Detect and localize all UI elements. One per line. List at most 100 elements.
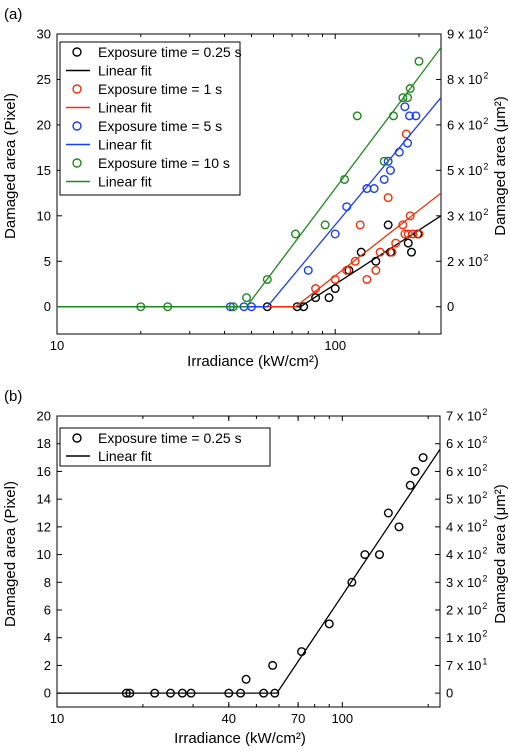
panel-b-y2label: Damaged area (μm²) bbox=[492, 484, 509, 624]
data-point-series-1 bbox=[391, 238, 401, 248]
data-point-series-0 bbox=[177, 688, 187, 698]
data-point-series-2 bbox=[405, 111, 415, 121]
y-tick-label: 0 bbox=[44, 299, 51, 314]
panel-b-ylabel: Damaged area (Pixel) bbox=[2, 481, 19, 627]
y2-tick-label: 3 x 10 bbox=[446, 575, 481, 590]
data-point-series-3 bbox=[242, 293, 252, 303]
data-point-series-0 bbox=[150, 688, 160, 698]
data-point-series-3 bbox=[403, 93, 413, 103]
data-point-series-1 bbox=[342, 265, 352, 275]
data-point-series-1 bbox=[414, 229, 424, 239]
legend-label: Linear fit bbox=[98, 100, 152, 116]
y-tick-label: 5 bbox=[44, 254, 51, 269]
y2-tick-exponent: 2 bbox=[483, 207, 488, 217]
legend-label: Linear fit bbox=[98, 448, 152, 464]
y2-tick-label: 4 x 10 bbox=[446, 519, 481, 534]
x-tick-label: 70 bbox=[291, 711, 305, 726]
legend-label: Exposure time = 1 s bbox=[98, 81, 222, 97]
data-point-series-0 bbox=[383, 508, 393, 518]
legend-label: Linear fit bbox=[98, 137, 152, 153]
plot-frame bbox=[56, 33, 442, 335]
y-tick-label: 6 bbox=[44, 603, 51, 618]
panel-b-label: (b) bbox=[4, 388, 22, 405]
y2-tick-exponent: 2 bbox=[482, 629, 487, 639]
data-point-series-1 bbox=[398, 220, 408, 230]
data-point-series-0 bbox=[236, 688, 246, 698]
data-point-series-3 bbox=[389, 111, 399, 121]
data-point-series-0 bbox=[270, 688, 280, 698]
data-point-series-3 bbox=[228, 302, 238, 312]
data-point-series-0 bbox=[125, 688, 135, 698]
y2-tick-label: 2 x 10 bbox=[446, 603, 481, 618]
data-point-series-0 bbox=[360, 550, 370, 560]
x-tick-label: 10 bbox=[50, 711, 64, 726]
data-point-series-1 bbox=[362, 274, 372, 284]
data-point-series-0 bbox=[224, 688, 234, 698]
y2-tick-exponent: 2 bbox=[482, 490, 487, 500]
legend-label: Exposure time = 5 s bbox=[98, 118, 222, 134]
panel-b-xlabel: Irradiance (kW/cm²) bbox=[174, 730, 306, 747]
fit-line-series-0 bbox=[57, 215, 441, 308]
data-point-series-1 bbox=[355, 220, 365, 230]
data-point-series-2 bbox=[385, 165, 395, 175]
data-point-series-0 bbox=[297, 647, 307, 657]
panel-a-ylabel: Damaged area (Pixel) bbox=[2, 93, 19, 239]
data-point-series-0 bbox=[324, 619, 334, 629]
fit-line-series-0 bbox=[57, 448, 440, 694]
data-point-series-2 bbox=[403, 138, 413, 148]
y2-tick-exponent: 2 bbox=[482, 435, 487, 445]
data-point-series-2 bbox=[400, 102, 410, 112]
data-point-series-3 bbox=[414, 56, 424, 66]
data-point-series-0 bbox=[166, 688, 176, 698]
data-point-series-2 bbox=[330, 229, 340, 239]
y2-tick-label: 7 x 10 bbox=[446, 409, 481, 424]
data-point-series-2 bbox=[342, 202, 352, 212]
y-tick-label: 2 bbox=[44, 658, 51, 673]
data-point-series-3 bbox=[379, 156, 389, 166]
panel-a-y2label: Damaged area (μm²) bbox=[492, 96, 509, 236]
data-point-series-0 bbox=[311, 293, 321, 303]
fit-line-series-3 bbox=[57, 47, 441, 308]
panel-a-label: (a) bbox=[4, 6, 22, 23]
y-tick-label: 18 bbox=[37, 436, 51, 451]
data-point-series-2 bbox=[394, 147, 404, 157]
data-point-series-3 bbox=[352, 111, 362, 121]
data-point-series-0 bbox=[406, 247, 416, 257]
data-point-series-2 bbox=[303, 265, 313, 275]
legend-marker bbox=[72, 158, 82, 168]
y-tick-label: 10 bbox=[37, 547, 51, 562]
y2-tick-exponent: 2 bbox=[483, 161, 488, 171]
y-tick-label: 0 bbox=[44, 686, 51, 701]
data-point-series-0 bbox=[241, 674, 251, 684]
y2-tick-exponent: 2 bbox=[482, 407, 487, 417]
data-point-series-1 bbox=[311, 284, 321, 294]
data-point-series-3 bbox=[291, 229, 301, 239]
data-point-series-0 bbox=[330, 284, 340, 294]
y-tick-label: 16 bbox=[37, 464, 51, 479]
y2-tick-exponent: 2 bbox=[482, 601, 487, 611]
y2-tick-label: 1 x 10 bbox=[446, 630, 481, 645]
data-point-series-0 bbox=[405, 480, 415, 490]
data-point-series-2 bbox=[246, 302, 256, 312]
y2-tick-label: 3 x 10 bbox=[447, 208, 482, 223]
y2-tick-exponent: 2 bbox=[482, 462, 487, 472]
data-point-series-0 bbox=[403, 238, 413, 248]
panel-a-xlabel: Irradiance (kW/cm²) bbox=[187, 353, 319, 370]
data-point-series-0 bbox=[268, 660, 278, 670]
data-point-series-0 bbox=[186, 688, 196, 698]
data-point-series-0 bbox=[259, 688, 269, 698]
data-point-series-0 bbox=[371, 256, 381, 266]
y-tick-label: 8 bbox=[44, 575, 51, 590]
y-tick-label: 15 bbox=[37, 163, 51, 178]
y-tick-label: 4 bbox=[44, 630, 51, 645]
data-point-series-1 bbox=[405, 211, 415, 221]
y2-tick-exponent: 2 bbox=[483, 116, 488, 126]
legend-label: Exposure time = 10 s bbox=[98, 155, 230, 171]
y-tick-label: 25 bbox=[37, 72, 51, 87]
data-point-series-1 bbox=[371, 265, 381, 275]
y2-tick-label: 6 x 10 bbox=[446, 436, 481, 451]
